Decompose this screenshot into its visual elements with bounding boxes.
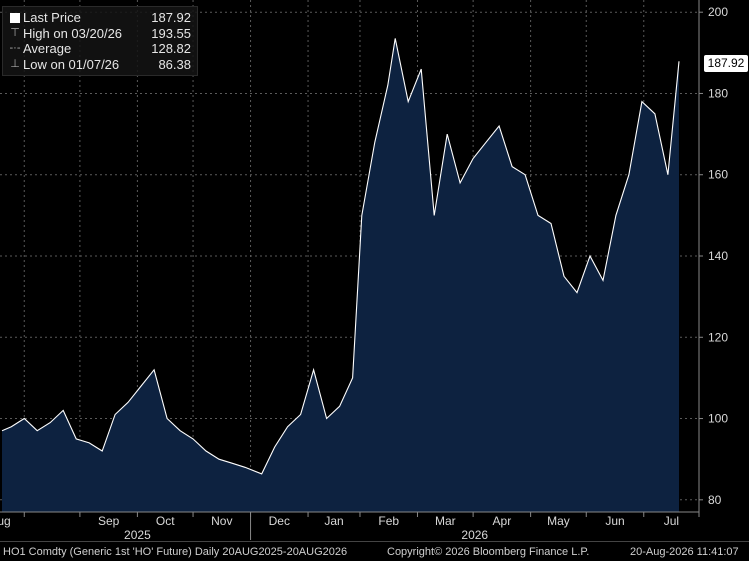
x-month-label: Jun — [605, 514, 624, 528]
x-month-label: Jul — [664, 514, 679, 528]
y-tick-label: 80 — [708, 493, 722, 507]
x-year-label: 2025 — [124, 528, 151, 542]
footer: HO1 Comdty (Generic 1st 'HO' Future) Dai… — [0, 541, 749, 561]
x-month-label: Jan — [324, 514, 343, 528]
y-tick-label: 180 — [708, 86, 728, 100]
y-tick-label: 200 — [708, 5, 728, 19]
legend-high: ⊤ High on 03/20/26 193.55 — [7, 26, 191, 42]
y-tick-label: 140 — [708, 249, 728, 263]
last-price-tag: 187.92 — [704, 55, 748, 72]
y-tick-label: 100 — [708, 412, 728, 426]
legend-last-price: Last Price 187.92 — [7, 10, 191, 26]
y-tick-label: 160 — [708, 168, 728, 182]
legend-square-icon — [7, 12, 23, 23]
high-marker-icon: ⊤ — [10, 26, 20, 39]
x-month-label: Apr — [493, 514, 512, 528]
legend: Last Price 187.92 ⊤ High on 03/20/26 193… — [2, 6, 198, 76]
x-month-label: Aug — [0, 514, 11, 528]
x-month-label: Nov — [211, 514, 232, 528]
low-marker-icon: ⊥ — [10, 57, 20, 70]
x-year-label: 2026 — [461, 528, 488, 542]
price-line — [1, 38, 680, 475]
legend-average: -·- Average 128.82 — [7, 41, 192, 57]
average-marker-icon: -·- — [9, 42, 21, 54]
legend-low: ⊥ Low on 01/07/26 86.38 — [7, 57, 191, 73]
x-month-label: Sep — [98, 514, 120, 528]
price-area — [2, 38, 679, 513]
x-month-label: Dec — [269, 514, 290, 528]
footer-copyright: Copyright© 2026 Bloomberg Finance L.P. — [387, 546, 590, 558]
y-tick-label: 120 — [708, 330, 728, 344]
x-month-label: Feb — [378, 514, 399, 528]
x-month-label: Oct — [156, 514, 175, 528]
x-month-label: Mar — [435, 514, 456, 528]
footer-timestamp: 20-Aug-2026 11:41:07 — [630, 546, 739, 558]
x-axis: Sep Oct Nov Dec Jan Feb Mar Apr May Jun Jul Aug 2025… — [0, 512, 700, 542]
footer-ticker: HO1 Comdty (Generic 1st 'HO' Future) Dai… — [3, 546, 348, 558]
x-month-label: May — [547, 514, 570, 528]
y-axis: 80 100 120 140 160 180 200 — [699, 5, 728, 507]
